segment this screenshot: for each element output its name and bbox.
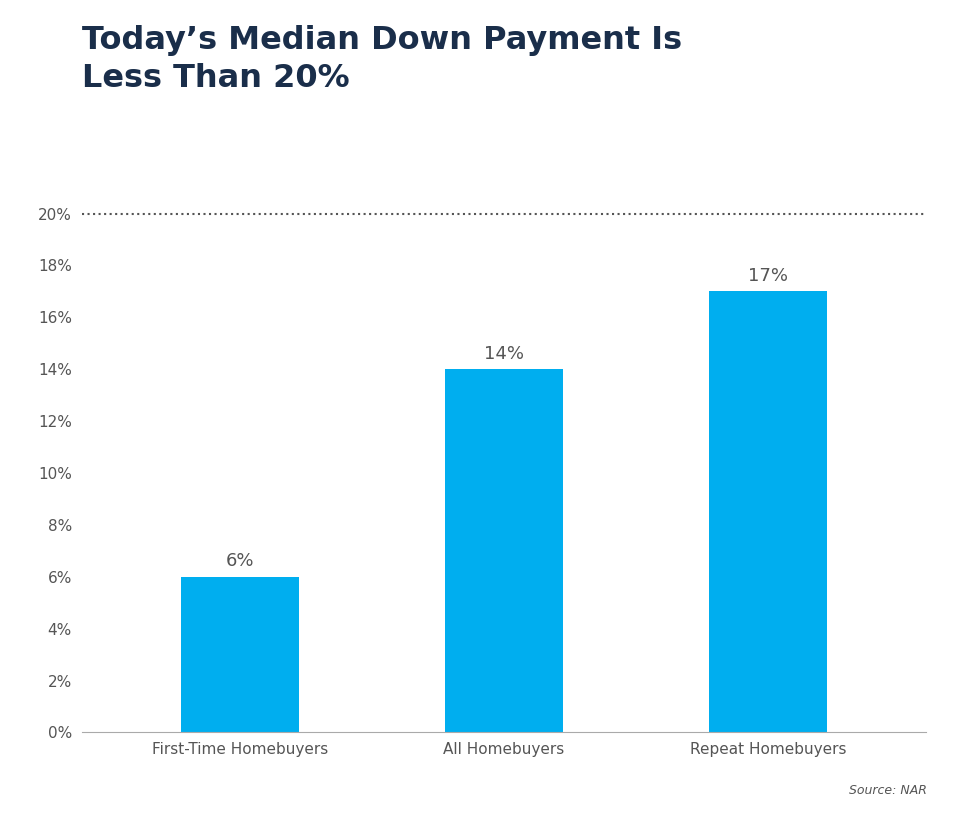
Text: 14%: 14% [484,344,524,363]
Text: Source: NAR: Source: NAR [849,784,926,797]
Text: Melonie Mickle: Melonie Mickle [235,768,411,788]
Text: Today’s Median Down Payment Is
Less Than 20%: Today’s Median Down Payment Is Less Than… [82,25,682,94]
Bar [180,577,300,732]
Text: (919) 500-7881: (919) 500-7881 [494,765,699,790]
Bar [444,370,564,732]
Text: 6%: 6% [226,553,254,570]
Text: m² realty: m² realty [235,801,343,821]
Bar [708,291,828,732]
Text: www.m2realty.com: www.m2realty.com [494,801,749,824]
Text: 17%: 17% [748,267,788,285]
